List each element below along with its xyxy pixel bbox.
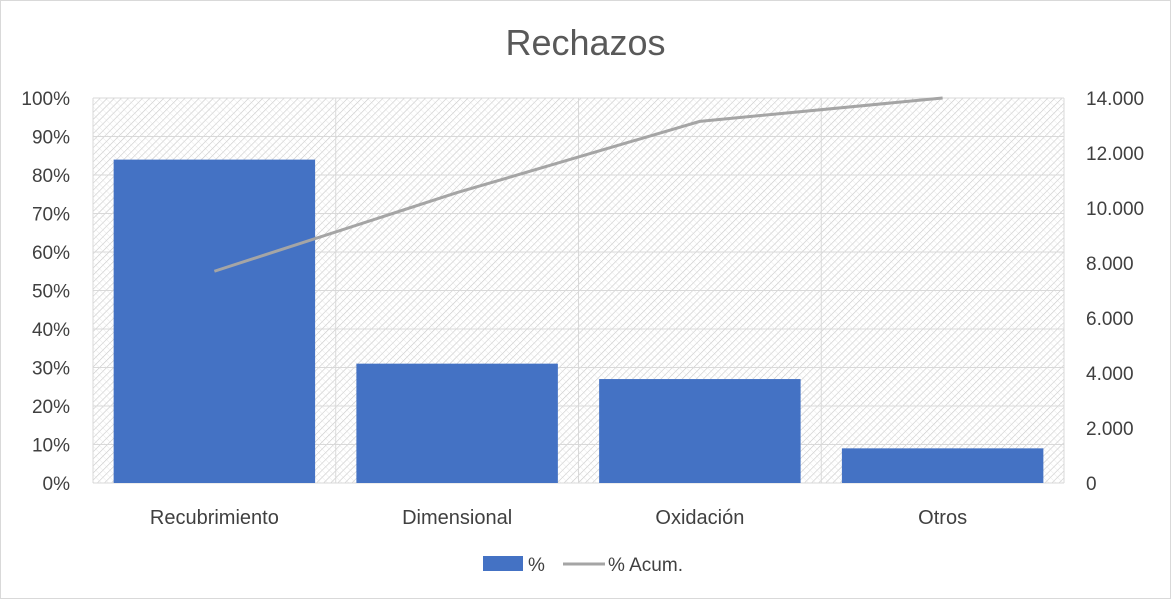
legend-label-bar: % — [528, 555, 545, 576]
legend: % % Acum. — [483, 555, 683, 576]
left-tick-label: 70% — [32, 205, 70, 226]
bar-dimensional — [356, 363, 558, 483]
right-tick-label: 12.000 — [1086, 144, 1144, 165]
right-tick-label: 6.000 — [1086, 309, 1134, 330]
legend-label-line: % Acum. — [608, 555, 683, 576]
left-tick-label: 40% — [32, 320, 70, 341]
acum-line — [213, 96, 943, 273]
legend-swatch-bar — [483, 556, 523, 571]
right-tick-label: 2.000 — [1086, 419, 1134, 440]
left-tick-label: 100% — [21, 89, 70, 110]
right-tick-label: 8.000 — [1086, 254, 1134, 275]
left-tick-label: 30% — [32, 359, 70, 380]
bar-otros — [841, 448, 1044, 483]
left-axis: 0% 10% 20% 30% 40% 50% 60% 70% 80% 90% 100% — [21, 89, 70, 495]
chart-title: Rechazos — [505, 22, 666, 63]
x-tick-label: Oxidación — [655, 507, 744, 529]
bar-recubrimiento — [113, 159, 316, 483]
x-tick-label: Recubrimiento — [150, 507, 279, 529]
bar-series — [113, 159, 1044, 483]
right-tick-label: 14.000 — [1086, 89, 1144, 110]
bar-oxidación — [599, 379, 801, 483]
right-tick-label: 10.000 — [1086, 199, 1144, 220]
left-tick-label: 10% — [32, 436, 70, 457]
left-tick-label: 20% — [32, 397, 70, 418]
left-tick-label: 50% — [32, 282, 70, 303]
right-tick-label: 4.000 — [1086, 364, 1134, 385]
left-tick-label: 90% — [32, 128, 70, 149]
left-tick-label: 60% — [32, 243, 70, 264]
right-axis: 0 2.000 4.000 6.000 8.000 10.000 12.000 14.000 — [1086, 89, 1144, 495]
left-tick-label: 80% — [32, 166, 70, 187]
line-series — [213, 96, 943, 273]
right-tick-label: 0 — [1086, 474, 1097, 495]
x-tick-label: Otros — [918, 507, 967, 529]
x-axis: Recubrimiento Dimensional Oxidación Otros — [150, 507, 967, 529]
x-tick-label: Dimensional — [402, 507, 512, 529]
left-tick-label: 0% — [43, 474, 71, 495]
